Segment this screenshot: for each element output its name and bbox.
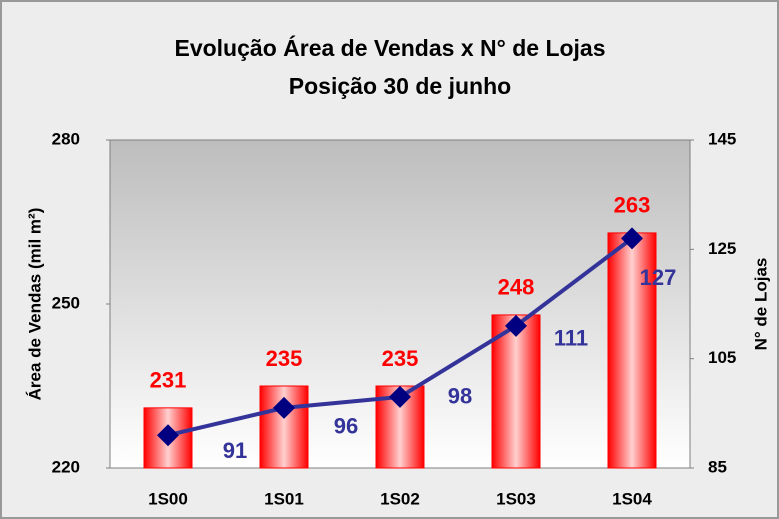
y-axis-label: Área de Vendas (mil m²) [25, 208, 44, 401]
x-tick-label: 1S01 [264, 489, 304, 508]
bar [607, 232, 657, 469]
chart-subtitle: Posição 30 de junho [289, 73, 511, 99]
line-value-label: 111 [554, 326, 588, 351]
line-marker [505, 314, 527, 337]
y2-tick-label: 85 [708, 457, 727, 476]
bar-value-label: 231 [150, 368, 187, 393]
y-tick-label: 250 [52, 293, 80, 312]
chart-title: Evolução Área de Vendas x N° de Lojas [174, 34, 605, 61]
bar-value-label: 235 [382, 346, 419, 371]
x-tick-label: 1S04 [612, 489, 652, 508]
line-value-label: 96 [334, 414, 358, 439]
y2-tick-label: 105 [708, 348, 736, 367]
line-marker [273, 396, 295, 419]
x-tick-label: 1S03 [496, 489, 536, 508]
y2-tick-label: 145 [708, 129, 736, 148]
line-value-label: 91 [223, 438, 247, 463]
y-tick-label: 280 [52, 129, 80, 148]
bar-value-label: 248 [498, 275, 535, 300]
y-tick-label: 220 [52, 457, 80, 476]
line-marker [389, 385, 411, 408]
line-value-label: 127 [640, 265, 677, 290]
x-tick-label: 1S00 [148, 489, 188, 508]
y2-axis-label: N° de Lojas [751, 258, 770, 351]
line-value-label: 98 [448, 384, 472, 409]
line-marker [157, 424, 179, 447]
bar-value-label: 235 [266, 346, 303, 371]
line-marker [621, 227, 643, 250]
bar [491, 314, 541, 469]
x-tick-label: 1S02 [380, 489, 420, 508]
bar-value-label: 263 [614, 193, 651, 218]
y2-tick-label: 125 [708, 239, 736, 258]
